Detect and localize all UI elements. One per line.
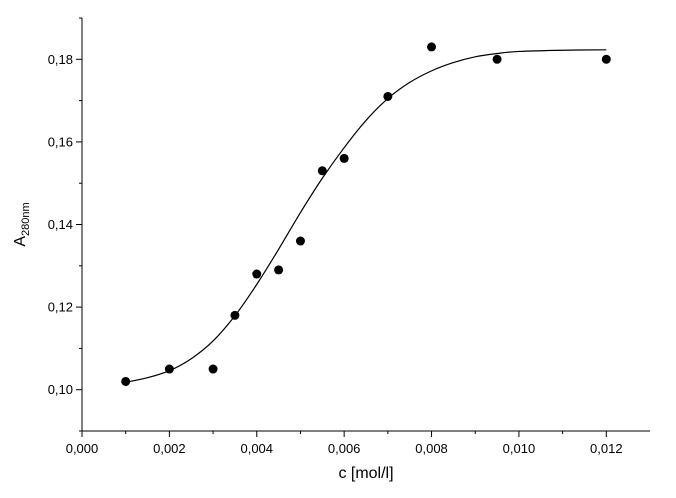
x-tick-label: 0,012: [590, 441, 623, 456]
data-point: [492, 54, 502, 64]
data-point: [121, 376, 131, 386]
data-point: [274, 265, 284, 275]
y-tick-label: 0,18: [48, 52, 73, 67]
data-point: [427, 42, 437, 52]
y-tick-label: 0,12: [48, 300, 73, 315]
data-point: [601, 54, 611, 64]
data-point: [383, 91, 393, 101]
y-axis-title-subscript: 280nm: [20, 202, 32, 236]
data-point: [295, 236, 305, 246]
y-tick-label: 0,14: [48, 217, 73, 232]
x-tick-label: 0,004: [240, 441, 273, 456]
y-axis-title: A280nm: [12, 202, 32, 246]
x-axis-ticks: 0,000 0,002 0,004 0,006 0,008 0,010 0,012: [66, 431, 623, 456]
x-tick-label: 0,000: [66, 441, 99, 456]
x-axis-title: c [mol/l]: [338, 465, 393, 482]
y-axis-ticks: 0,10 0,12 0,14 0,16 0,18: [48, 17, 82, 432]
data-point: [164, 364, 174, 374]
y-tick-label: 0,10: [48, 382, 73, 397]
data-point: [230, 310, 240, 320]
y-tick-label: 0,16: [48, 134, 73, 149]
data-point: [252, 269, 262, 279]
fit-curve-layer: [125, 49, 607, 383]
data-points-layer: [121, 42, 611, 386]
x-tick-label: 0,008: [415, 441, 448, 456]
y-axis-title-main: A: [12, 236, 29, 247]
x-tick-label: 0,002: [153, 441, 186, 456]
data-point: [339, 153, 349, 163]
data-point: [208, 364, 218, 374]
x-tick-label: 0,010: [503, 441, 536, 456]
x-tick-label: 0,006: [328, 441, 361, 456]
data-point: [317, 166, 327, 176]
fit-curve: [125, 49, 607, 383]
